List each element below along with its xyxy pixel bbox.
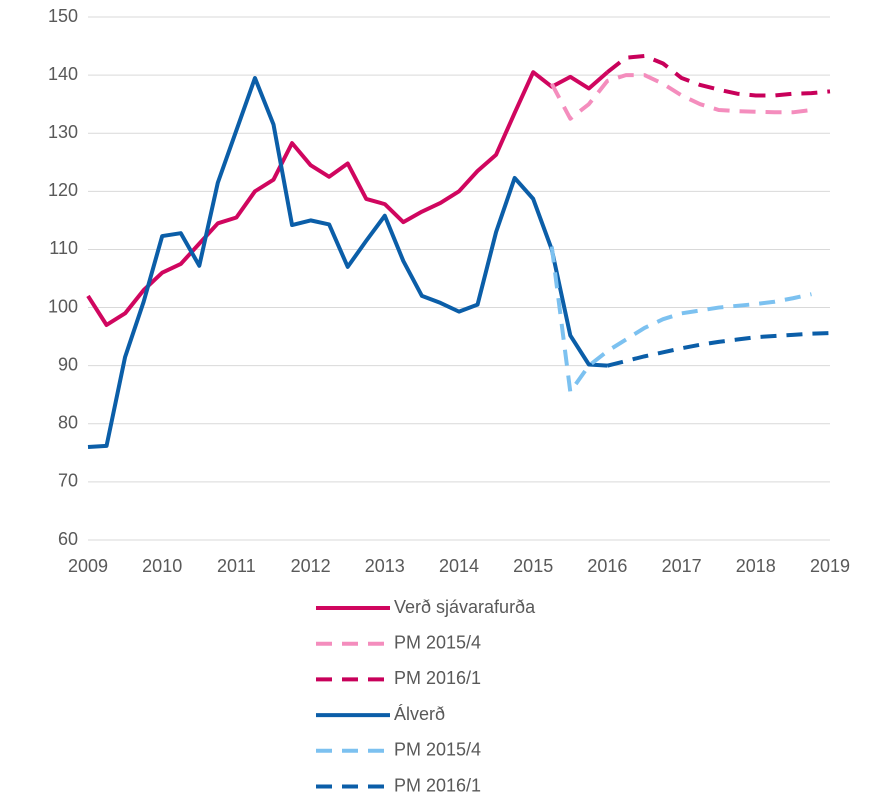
- y-tick-label: 130: [48, 122, 78, 142]
- series-line: [606, 331, 831, 368]
- x-tick-label: 2009: [68, 556, 108, 576]
- x-tick-label: 2014: [439, 556, 479, 576]
- y-tick-label: 110: [49, 238, 78, 258]
- x-tick-label: 2010: [142, 556, 182, 576]
- y-tick-label: 140: [48, 64, 78, 84]
- legend-label: Verð sjávarafurða: [394, 597, 536, 617]
- legend-label: PM 2015/4: [394, 632, 481, 652]
- legend-label: PM 2016/1: [394, 668, 481, 688]
- series-line: [549, 73, 812, 121]
- y-tick-label: 80: [58, 413, 78, 433]
- x-tick-label: 2012: [291, 556, 331, 576]
- y-tick-label: 90: [58, 354, 78, 374]
- x-tick-label: 2013: [365, 556, 405, 576]
- legend-label: Álverð: [394, 704, 445, 724]
- legend-label: PM 2015/4: [394, 740, 481, 760]
- x-tick-label: 2015: [513, 556, 553, 576]
- y-tick-label: 60: [58, 529, 78, 549]
- x-tick-label: 2018: [736, 556, 776, 576]
- x-tick-label: 2016: [587, 556, 627, 576]
- series-line: [86, 70, 609, 327]
- y-tick-label: 120: [48, 180, 78, 200]
- y-tick-label: 150: [48, 6, 78, 26]
- x-tick-label: 2011: [217, 556, 256, 576]
- x-tick-label: 2019: [810, 556, 850, 576]
- series-line: [549, 246, 812, 394]
- y-tick-label: 100: [48, 296, 78, 316]
- legend-label: PM 2016/1: [394, 775, 481, 795]
- series-line: [87, 76, 608, 450]
- series-line: [606, 53, 831, 98]
- x-tick-label: 2017: [662, 556, 702, 576]
- y-tick-label: 70: [58, 471, 78, 491]
